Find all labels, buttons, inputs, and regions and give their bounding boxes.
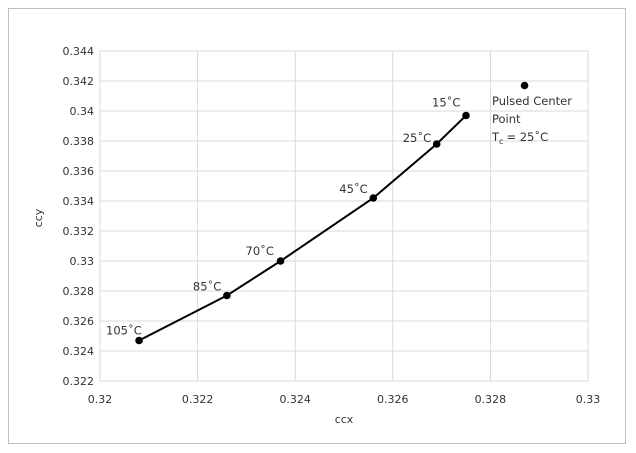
y-tick-label: 0.334 (63, 195, 95, 208)
data-point (276, 257, 285, 265)
annotation-line3-sub: c (499, 137, 503, 146)
grid-lines (99, 50, 589, 382)
point-labels: 105˚C 85˚C 70˚C 45˚C 25˚C 15˚C (106, 95, 460, 338)
annotation: Pulsed Center Point Tc = 25˚C (491, 94, 572, 146)
x-tick-labels: 0.32 0.322 0.324 0.326 0.328 0.33 (88, 393, 601, 406)
point-label: 25˚C (403, 130, 431, 145)
point-label: 15˚C (432, 95, 460, 110)
data-point (135, 336, 143, 345)
data-point (369, 194, 378, 202)
point-label: 70˚C (246, 243, 274, 258)
y-tick-label: 0.33 (70, 255, 95, 268)
y-tick-label: 0.338 (63, 135, 95, 148)
x-tick-label: 0.326 (377, 393, 409, 406)
annotation-line3-suffix: = 25˚C (506, 129, 548, 144)
annotation-line3: Tc = 25˚C (491, 129, 548, 146)
y-tick-label: 0.344 (63, 45, 95, 58)
data-point (520, 81, 529, 90)
point-label: 45˚C (339, 181, 367, 196)
y-tick-label: 0.332 (63, 225, 95, 238)
y-tick-label: 0.324 (63, 345, 95, 358)
point-label: 105˚C (106, 323, 142, 338)
y-axis-title: ccy (32, 208, 45, 227)
annotation-line3-prefix: T (491, 130, 500, 144)
x-tick-label: 0.322 (182, 393, 214, 406)
y-tick-label: 0.336 (63, 165, 95, 178)
series-line (138, 114, 467, 342)
y-tick-label: 0.34 (70, 105, 95, 118)
x-tick-label: 0.32 (88, 393, 113, 406)
y-tick-label: 0.322 (63, 375, 95, 388)
y-tick-label: 0.326 (63, 315, 95, 328)
x-axis-title: ccx (335, 413, 354, 426)
x-tick-label: 0.328 (475, 393, 507, 406)
data-point (462, 111, 470, 120)
annotation-line1: Pulsed Center (492, 94, 572, 108)
x-tick-label: 0.324 (279, 393, 311, 406)
y-tick-labels: 0.322 0.324 0.326 0.328 0.33 0.332 0.334 0.336 0… (63, 45, 95, 388)
y-tick-label: 0.342 (63, 75, 95, 88)
data-point (432, 140, 441, 148)
x-tick-label: 0.33 (576, 393, 601, 406)
y-tick-label: 0.328 (63, 285, 95, 298)
point-label: 85˚C (193, 279, 221, 294)
data-point (223, 291, 231, 300)
series-layer (135, 81, 529, 345)
annotation-line2: Point (492, 112, 521, 126)
